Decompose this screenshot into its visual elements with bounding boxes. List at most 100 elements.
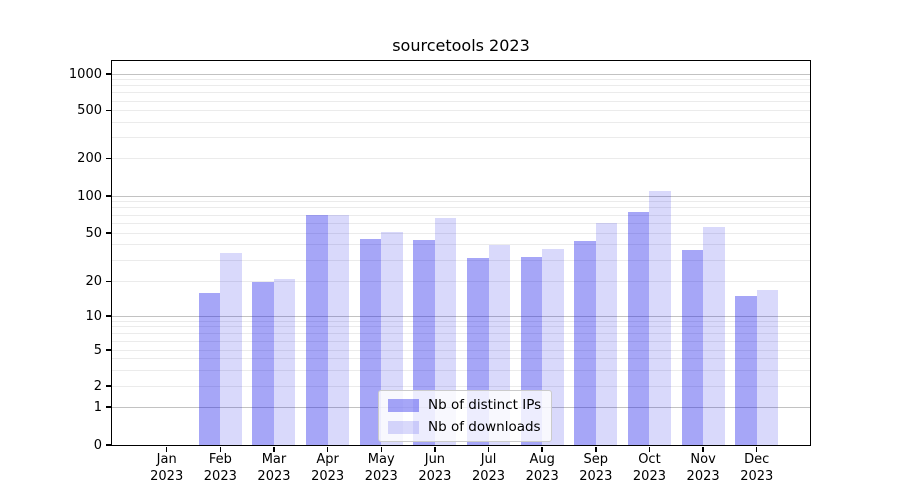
bar-distinct-ips-feb [198, 292, 221, 445]
y-tick-mark [105, 73, 112, 75]
plot-frame [110, 59, 811, 446]
gridline-minor [112, 157, 810, 159]
x-tick-mark [434, 446, 436, 452]
x-tick-mark [702, 446, 704, 452]
bar-downloads-sep [595, 223, 618, 445]
legend-swatch-downloads [388, 420, 419, 434]
y-tick-mark [105, 444, 112, 446]
y-tick-mark [105, 232, 112, 234]
y-tick-mark [105, 385, 112, 387]
bar-distinct-ips-sep [574, 241, 596, 445]
y-tick-label: 100 [77, 188, 102, 204]
x-tick-label: Sep 2023 [579, 452, 613, 484]
x-tick-label: Jun 2023 [418, 452, 452, 484]
x-tick-label: Jan 2023 [150, 452, 184, 484]
legend-label-downloads: Nb of downloads [428, 419, 541, 435]
gridline-minor [112, 326, 810, 328]
x-tick-mark [595, 446, 597, 452]
bar-downloads-nov [703, 226, 725, 445]
gridline-minor [112, 207, 810, 209]
gridline-major [112, 195, 810, 197]
bar-downloads-feb [220, 253, 242, 445]
y-tick-mark [105, 281, 112, 283]
legend-item-downloads: Nb of downloads [388, 419, 541, 435]
y-tick-label: 2 [93, 378, 102, 394]
x-tick-label: Jul 2023 [471, 452, 506, 484]
x-tick-mark [219, 446, 222, 452]
x-tick-label: Apr 2023 [311, 452, 345, 484]
gridline-minor [112, 385, 810, 387]
bar-distinct-ips-apr [306, 215, 328, 445]
gridline-minor [112, 320, 810, 322]
x-tick-label: Dec 2023 [740, 452, 774, 484]
gridline-minor [112, 369, 810, 371]
x-tick-mark [756, 446, 758, 452]
x-tick-mark [380, 446, 382, 452]
gridline-minor [112, 332, 810, 334]
legend-label-distinct-ips: Nb of distinct IPs [428, 397, 542, 413]
gridline-minor [112, 259, 810, 261]
x-tick-mark [273, 446, 275, 452]
bar-distinct-ips-mar [252, 281, 274, 445]
bar-downloads-dec [756, 289, 779, 445]
gridline-minor [112, 79, 810, 81]
y-tick-label: 0 [93, 437, 102, 453]
x-tick-label: Mar 2023 [257, 452, 291, 484]
gridline-minor [112, 340, 810, 342]
gridline-minor [112, 358, 810, 360]
x-tick-label: Nov 2023 [686, 452, 720, 484]
y-tick-label: 500 [77, 103, 102, 119]
y-tick-label: 50 [85, 225, 102, 241]
x-tick-mark [166, 446, 168, 452]
y-tick-mark [105, 195, 112, 197]
y-tick-label: 1 [93, 399, 102, 415]
x-tick-mark [541, 446, 543, 452]
bar-downloads-oct [649, 190, 671, 445]
plot-area: Nb of distinct IPs Nb of downloads [112, 61, 810, 445]
y-tick-label: 200 [77, 150, 102, 166]
y-tick-label: 10 [85, 308, 102, 324]
y-tick-mark [105, 157, 112, 159]
bar-distinct-ips-dec [735, 295, 757, 445]
gridline-minor [112, 85, 810, 87]
bar-distinct-ips-nov [681, 250, 704, 445]
bar-distinct-ips-may [359, 238, 382, 445]
gridline-minor [112, 349, 810, 351]
x-tick-mark [648, 446, 651, 452]
gridline-minor [112, 222, 810, 224]
gridline-minor [112, 281, 810, 283]
x-tick-mark [326, 446, 329, 452]
x-tick-label: May 2023 [364, 452, 398, 484]
y-tick-mark [105, 406, 112, 408]
gridline-minor [112, 232, 810, 234]
gridline-major [112, 315, 810, 317]
y-tick-label: 5 [93, 342, 102, 358]
y-tick-label: 1000 [68, 66, 102, 82]
y-tick-mark [105, 315, 112, 317]
gridline-minor [112, 244, 810, 246]
legend: Nb of distinct IPs Nb of downloads [378, 390, 553, 442]
gridline-minor [112, 121, 810, 123]
gridline-minor [112, 201, 810, 203]
chart-title: sourcetools 2023 [392, 36, 530, 55]
gridline-minor [112, 92, 810, 94]
bar-distinct-ips-oct [627, 212, 650, 445]
x-tick-label: Aug 2023 [525, 452, 559, 484]
gridline-minor [112, 136, 810, 138]
gridline-minor [112, 214, 810, 216]
bar-downloads-mar [273, 279, 296, 445]
x-tick-label: Feb 2023 [203, 452, 237, 484]
gridline-minor [112, 100, 810, 102]
y-tick-label: 20 [85, 274, 102, 290]
y-tick-mark [105, 349, 112, 351]
legend-swatch-distinct-ips [388, 398, 419, 412]
y-tick-mark [105, 110, 112, 112]
bar-downloads-jun [434, 218, 457, 445]
gridline-major [112, 73, 810, 75]
x-tick-mark [487, 446, 490, 452]
bar-downloads-apr [327, 215, 350, 445]
gridline-minor [112, 110, 810, 112]
legend-item-distinct-ips: Nb of distinct IPs [388, 397, 541, 413]
x-tick-label: Oct 2023 [632, 452, 666, 484]
